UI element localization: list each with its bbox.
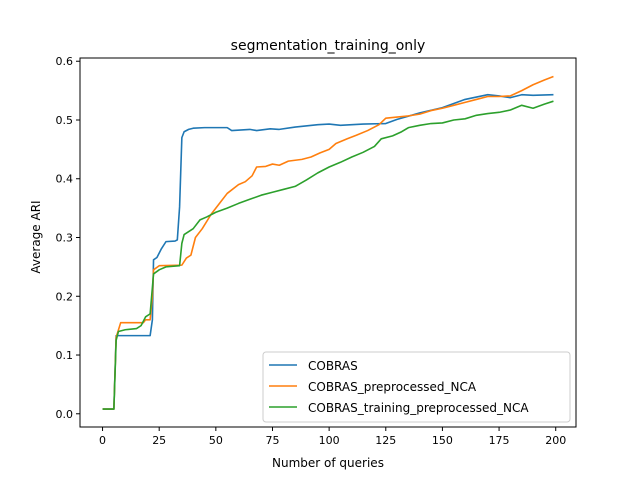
x-tick-label: 50 (209, 434, 223, 447)
x-tick-label: 200 (545, 434, 566, 447)
x-tick-label: 100 (319, 434, 340, 447)
series-line-1 (102, 93, 554, 410)
y-tick-label: 0.4 (56, 173, 74, 186)
legend-label-1: COBRAS (308, 359, 358, 373)
legend-box (262, 351, 571, 423)
x-axis-label: Number of queries (272, 456, 384, 470)
x-tick-label: 75 (265, 434, 279, 447)
y-tick-label: 0.3 (56, 232, 74, 245)
x-tick-label: 25 (152, 434, 166, 447)
x-tick-label: 175 (489, 434, 510, 447)
legend-label-2: COBRAS_preprocessed_NCA (308, 380, 477, 394)
plot-area (102, 75, 554, 410)
x-tick-label: 0 (99, 434, 106, 447)
x-tick-label: 125 (375, 434, 396, 447)
y-axis-label: Average ARI (29, 200, 43, 273)
x-tick-label: 150 (432, 434, 453, 447)
y-tick-label: 0.0 (56, 408, 74, 421)
axes-frame (79, 57, 577, 428)
y-tick-label: 0.6 (56, 55, 74, 68)
y-tick-label: 0.2 (56, 290, 74, 303)
y-tick-label: 0.1 (56, 349, 74, 362)
y-tick-label: 0.5 (56, 114, 74, 127)
axes: 0 25 50 75 100 125 150 175 200 0.0 0.1 0.2 0.3 0.4 0.5… (56, 55, 577, 447)
chart-title: segmentation_training_only (231, 38, 426, 54)
legend: COBRAS COBRAS_preprocessed_NCA COBRAS_trai… (262, 351, 571, 423)
legend-label-3: COBRAS_training_preprocessed_NCA (308, 401, 529, 415)
series-line-3 (102, 100, 554, 410)
